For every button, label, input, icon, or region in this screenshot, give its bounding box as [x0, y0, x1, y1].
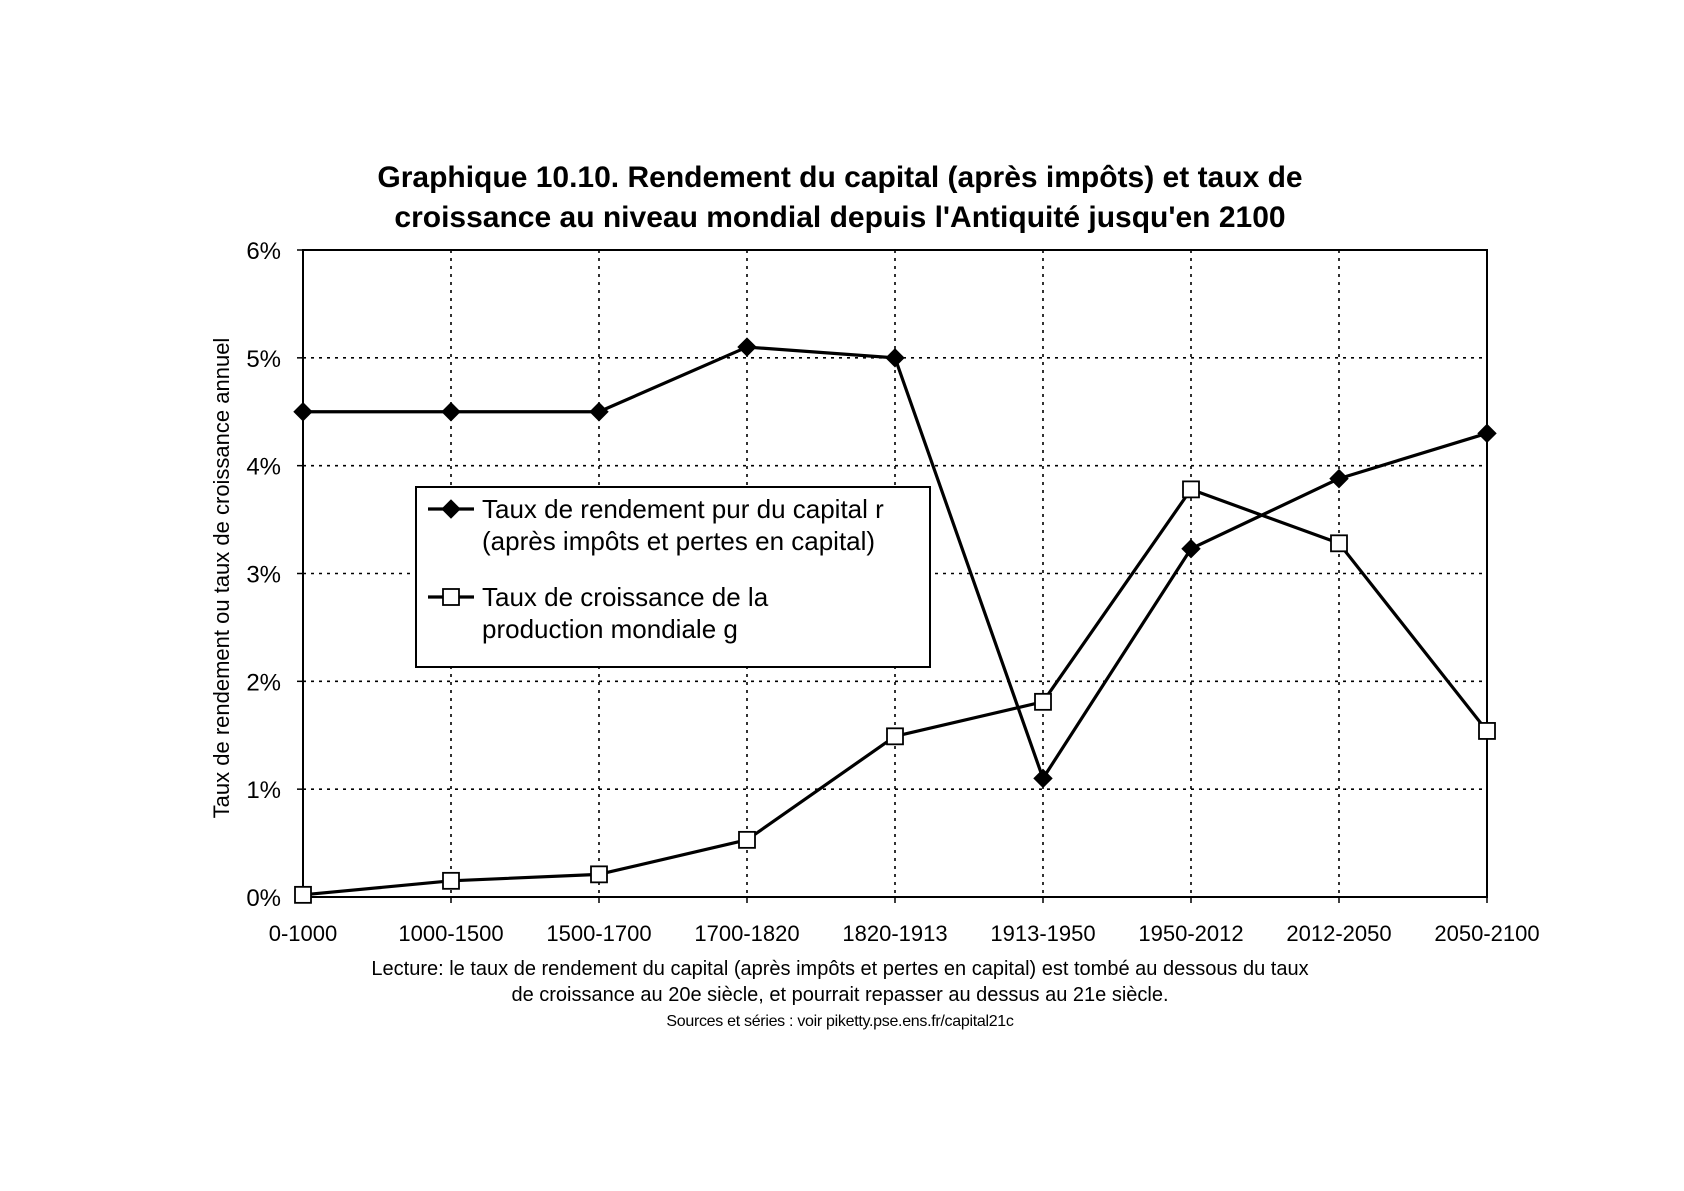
series-2-point [886, 727, 904, 746]
legend-box [415, 486, 931, 668]
x-tick-label: 1913-1950 [990, 921, 1095, 946]
x-tick-label: 2050-2100 [1434, 921, 1539, 946]
series-2-point [1330, 534, 1348, 553]
x-tick-label: 0-1000 [269, 921, 338, 946]
y-tick-label: 4% [246, 454, 281, 481]
series-2-point [1034, 692, 1052, 711]
series-1-point [589, 402, 609, 422]
x-tick-label: 1700-1820 [694, 921, 799, 946]
series-1-point [1033, 768, 1053, 789]
legend-marker-diamond [441, 499, 461, 519]
series-2-point [442, 871, 460, 890]
legend: Taux de rendement pur du capital r(après… [415, 486, 931, 668]
y-tick-label: 6% [246, 238, 281, 265]
series-1-point [1181, 538, 1201, 559]
series-2-point [294, 885, 312, 904]
series-1-point [441, 402, 461, 422]
reading-note-line1: Lecture: le taux de rendement du capital… [371, 958, 1309, 980]
series-markers [293, 337, 1497, 904]
legend-label-line1: Taux de rendement pur du capital r [482, 494, 884, 524]
legend-label-line2: (après impôts et pertes en capital) [482, 526, 875, 556]
x-axis-ticks: 0-1000 1000-1500 1500-1700 1700-1820 1820-19… [269, 897, 1540, 946]
series-1-point [293, 402, 313, 422]
series-1-point [1329, 468, 1349, 489]
y-tick-label: 5% [246, 346, 281, 373]
y-axis-ticks: 0% 1% 2% 3% 4% 5% 6% [246, 238, 303, 912]
source-note: Sources et séries : voir piketty.pse.ens… [666, 1013, 1014, 1030]
series-2-point [590, 865, 608, 884]
series-1-point [1477, 423, 1497, 444]
chart-title-line1: Graphique 10.10. Rendement du capital (a… [377, 161, 1303, 194]
y-tick-label: 2% [246, 669, 281, 696]
x-tick-label: 1000-1500 [398, 921, 503, 946]
series-1-point [737, 337, 757, 357]
chart-title: Graphique 10.10. Rendement du capital (a… [300, 158, 1380, 238]
x-tick-label: 1500-1700 [546, 921, 651, 946]
x-tick-label: 1950-2012 [1138, 921, 1243, 946]
y-tick-label: 0% [246, 885, 281, 912]
legend-marker-square [442, 588, 460, 606]
series-2-point [1182, 480, 1200, 499]
series-2-point [1478, 722, 1496, 740]
series-2-point [738, 830, 756, 849]
x-tick-label: 1820-1913 [842, 921, 947, 946]
legend-label-line1: Taux de croissance de la [482, 582, 769, 612]
reading-note-line2: de croissance au 20e siècle, et pourrait… [511, 984, 1169, 1006]
y-tick-label: 3% [246, 562, 281, 589]
x-tick-label: 2012-2050 [1286, 921, 1391, 946]
legend-label-line2: production mondiale g [482, 614, 738, 644]
y-tick-label: 1% [246, 777, 281, 804]
series-1-point [885, 348, 905, 368]
chart-title-line2: croissance au niveau mondial depuis l'An… [394, 201, 1286, 234]
